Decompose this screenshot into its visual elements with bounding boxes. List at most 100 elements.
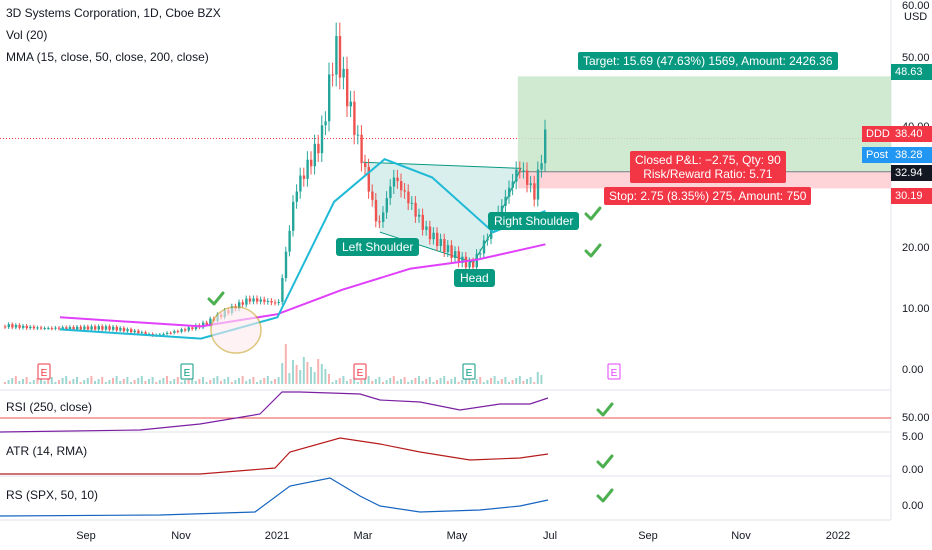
candle-body — [349, 101, 352, 107]
volume-bar — [11, 378, 14, 384]
candle-body — [450, 245, 453, 258]
candle-body — [317, 143, 320, 154]
x-label-nov-2020: Nov — [171, 530, 191, 542]
volume-bar — [263, 378, 266, 384]
rsi-legend[interactable]: RSI (250, close) — [6, 400, 93, 414]
candle-body — [385, 198, 388, 213]
volume-bar — [281, 363, 284, 384]
candle-body — [40, 327, 43, 329]
candle-body — [137, 330, 140, 334]
volume-bar — [184, 380, 186, 384]
candle-body — [65, 327, 68, 330]
volume-bar — [14, 376, 17, 384]
candle-body — [86, 326, 90, 330]
atr-legend[interactable]: ATR (14, RMA) — [6, 444, 88, 458]
volume-bar — [482, 382, 485, 384]
volume-bar — [428, 377, 431, 384]
x-label-nov-2021: Nov — [731, 530, 751, 542]
volume-bar — [320, 364, 323, 384]
earnings-marker-label: E — [466, 368, 473, 379]
volume-bar — [540, 375, 543, 384]
y-label-0: 0.00 — [902, 364, 924, 376]
volume-bar — [277, 377, 280, 384]
volume-bar — [425, 379, 428, 384]
candle-body — [263, 299, 266, 302]
candle-body — [529, 183, 532, 185]
volume-bar — [317, 359, 320, 384]
candle-body — [54, 327, 57, 329]
candle-body — [302, 175, 306, 179]
candle-body — [331, 74, 334, 76]
candle-body — [292, 201, 295, 231]
x-label-2022: 2022 — [825, 530, 851, 542]
candle-body — [101, 326, 104, 330]
volume-bar — [25, 377, 28, 384]
candle-body — [313, 143, 316, 167]
earnings-marker-label: E — [611, 368, 618, 379]
volume-bar — [515, 378, 518, 384]
candle-body — [238, 302, 241, 309]
currency-label[interactable]: USD — [904, 11, 928, 23]
volume-bar — [378, 377, 381, 384]
candle-body — [122, 327, 126, 332]
volume-bar — [274, 379, 276, 384]
volume-bar — [356, 382, 359, 384]
candle-body — [389, 186, 392, 199]
volume-legend[interactable]: Vol (20) — [6, 28, 48, 42]
volume-bar — [72, 379, 75, 384]
candle-body — [284, 251, 288, 279]
candle-body — [191, 327, 194, 330]
candle-body — [403, 190, 406, 192]
candle-body — [500, 205, 504, 213]
volume-bar — [457, 382, 460, 384]
volume-bar — [410, 380, 413, 384]
candle-body — [94, 326, 97, 330]
volume-bar — [400, 379, 402, 384]
volume-bar — [256, 382, 258, 384]
candle-body — [410, 202, 414, 204]
symbol-title[interactable]: 3D Systems Corporation, 1D, Cboe BZX — [6, 6, 221, 20]
candle-body — [479, 253, 482, 255]
volume-bar — [472, 381, 474, 384]
entry-price-tag: 32.94 — [891, 165, 932, 181]
earnings-marker — [37, 363, 51, 380]
rs-line — [0, 477, 549, 517]
candle-body — [446, 245, 450, 253]
candle-body — [526, 170, 529, 185]
candle-body — [119, 327, 122, 331]
candle-body — [277, 301, 280, 303]
volume-bar — [119, 381, 122, 384]
volume-bar — [248, 379, 251, 384]
volume-bar — [475, 379, 478, 384]
volume-bar — [443, 376, 446, 384]
risk-reward-text: Risk/Reward Ratio: 5.71 — [643, 167, 773, 181]
volume-bar — [461, 380, 464, 384]
volume-bar — [490, 378, 492, 384]
volume-bar — [61, 378, 64, 384]
breakout-circle — [210, 306, 262, 354]
volume-bar — [421, 381, 424, 384]
volume-bar — [227, 377, 230, 384]
volume-bar — [108, 380, 111, 384]
volume-bar — [162, 378, 165, 384]
volume-bar — [7, 380, 10, 384]
candle-body — [295, 191, 298, 202]
volume-bar — [32, 380, 35, 384]
y-label-20: 20.00 — [902, 242, 930, 254]
earnings-marker-label: E — [41, 368, 48, 379]
rs-legend[interactable]: RS (SPX, 50, 10) — [6, 488, 99, 502]
candle-body — [184, 329, 187, 331]
volume-bar — [176, 377, 179, 384]
candle-body — [180, 329, 183, 332]
volume-bar — [508, 382, 510, 384]
volume-bar — [302, 357, 305, 384]
mma-legend[interactable]: MMA (15, close, 50, close, 200, close) — [6, 50, 209, 64]
volume-bar — [335, 380, 338, 384]
candle-body — [43, 328, 46, 330]
stop-callout: Stop: 2.75 (8.35%) 275, Amount: 750 — [604, 187, 812, 205]
atr-line — [0, 437, 549, 475]
right-shoulder-tag: Right Shoulder — [488, 212, 580, 230]
volume-bar — [97, 379, 100, 384]
volume-bar — [385, 380, 388, 384]
